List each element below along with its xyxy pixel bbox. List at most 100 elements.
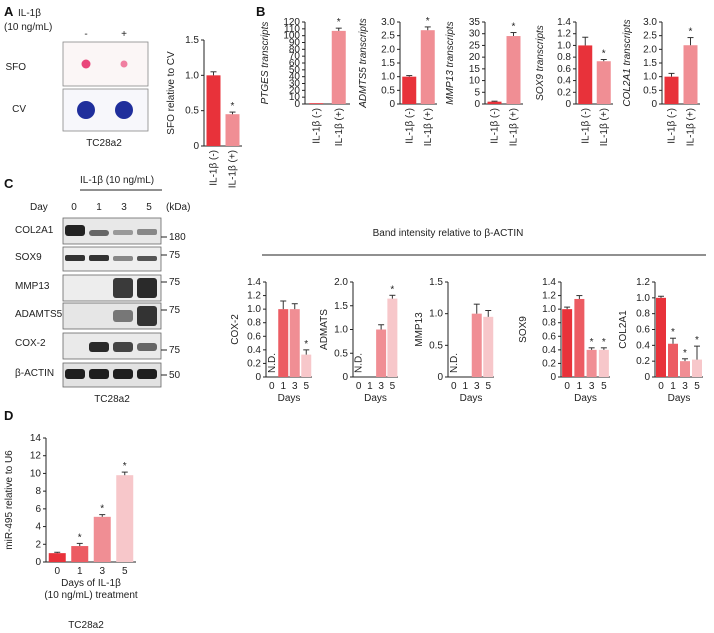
y-tick-label: 120 <box>283 17 300 28</box>
x-tick-label: 1 <box>367 381 373 392</box>
bar-d-mir495-1 <box>71 546 89 562</box>
y-tick-label: 1.0 <box>429 309 443 320</box>
x-axis-label: Days <box>574 393 597 404</box>
y-tick-label: 20 <box>289 85 301 96</box>
bar-c-admats-3 <box>387 298 398 377</box>
significance-star: * <box>512 22 516 33</box>
significance-star: * <box>689 27 693 38</box>
x-tick-label: 3 <box>589 381 595 392</box>
y-tick-label: 15 <box>469 64 481 75</box>
not-detected-label: N.D. <box>354 353 365 373</box>
y-tick-label: 1.0 <box>247 304 261 315</box>
y-tick-label: 0.8 <box>247 318 261 329</box>
y-axis-label: SOX9 transcripts <box>535 25 546 101</box>
chart-d-mir495: 0 2 4 6 8 10 12 14 miR-495 relative to U6 0 * 1 * 3 * 5… <box>4 433 138 601</box>
y-tick-label: 0.4 <box>247 345 261 356</box>
x-tick-label: 3 <box>378 381 384 392</box>
significance-star: * <box>231 101 235 112</box>
cv-spot-minus <box>77 101 95 119</box>
significance-star: * <box>671 327 675 338</box>
y-tick-label: 0.2 <box>247 358 261 369</box>
y-axis-label: COX-2 <box>230 314 241 345</box>
y-tick-label: 10 <box>469 76 481 87</box>
y-tick-label: 1.2 <box>247 291 261 302</box>
bar-c-col2a1-3 <box>692 359 702 377</box>
y-tick-label: 90 <box>289 38 301 49</box>
y-tick-label: 1.0 <box>185 70 199 81</box>
y-tick-label: 0.2 <box>542 358 556 369</box>
treatment-label: IL-1β <box>18 8 41 19</box>
y-tick-label: 12 <box>30 451 42 462</box>
blot-label-cox2: COX-2 <box>15 338 46 349</box>
c-kda-label: (kDa) <box>166 202 190 213</box>
bar-c-sox9-1 <box>574 298 585 377</box>
chart-b-sox9: 00.20.40.60.81.01.21.4 SOX9 transcripts IL… <box>535 17 613 146</box>
y-tick-label: 10 <box>30 468 42 479</box>
x-tick-label: 3 <box>292 381 298 392</box>
c-day-0: 0 <box>71 202 77 213</box>
y-tick-label: 0 <box>35 557 41 568</box>
blot-kda-mmp13: 75 <box>169 277 181 288</box>
y-tick-label: 0.5 <box>381 85 395 96</box>
y-tick-label: 0 <box>255 372 261 383</box>
bar-b-sox9-0 <box>578 45 593 104</box>
y-tick-label: 5 <box>474 87 480 98</box>
x-tick-label: IL-1β (+) <box>509 108 520 146</box>
bar-a-sfo-0 <box>206 75 221 146</box>
y-tick-label: 0.4 <box>636 340 650 351</box>
significance-star: * <box>390 284 394 295</box>
cv-row-label: CV <box>12 104 26 115</box>
y-tick-label: 2.0 <box>381 44 395 55</box>
bar-c-mmp13-3 <box>483 316 494 377</box>
bar-c-col2a1-1 <box>668 343 678 377</box>
x-tick-label: IL-1β (-) <box>209 150 220 186</box>
not-detected-label: N.D. <box>267 353 278 373</box>
cv-blot <box>62 88 149 132</box>
x-axis-label: Days <box>460 393 483 404</box>
y-tick-label: 80 <box>289 44 301 55</box>
x-tick-label: 0 <box>356 381 362 392</box>
x-tick-label: IL-1β (-) <box>311 108 322 144</box>
y-tick-label: 0 <box>437 372 443 383</box>
x-tick-label: 1 <box>77 566 83 577</box>
c-day-5: 5 <box>146 202 152 213</box>
treatment-dose: (10 ng/mL) <box>4 22 52 33</box>
x-tick-label: 5 <box>601 381 607 392</box>
y-axis-label: MMP13 <box>414 312 425 347</box>
y-tick-label: 1.5 <box>381 58 395 69</box>
significance-star: * <box>78 532 82 543</box>
x-tick-label: 1 <box>280 381 286 392</box>
x-tick-label: 5 <box>303 381 309 392</box>
panel-c-cell-line: TC28a2 <box>94 394 130 405</box>
y-tick-label: 1.0 <box>381 72 395 83</box>
significance-star: * <box>426 16 430 27</box>
x-tick-label: IL-1β (-) <box>667 108 678 144</box>
y-tick-label: 3.0 <box>381 17 395 28</box>
y-axis-label: miR-495 relative to U6 <box>4 450 15 550</box>
y-axis-label: ADMTS5 transcripts <box>358 18 369 108</box>
y-tick-label: 1.5 <box>643 58 657 69</box>
band-intensity-title: Band intensity relative to β-ACTIN <box>373 228 524 239</box>
panel-label-c: C <box>4 176 14 191</box>
panel-label-b: B <box>256 4 265 19</box>
y-tick-label: 1.5 <box>334 301 348 312</box>
panel-d-cell-line: TC28a2 <box>68 620 104 631</box>
x-tick-label: IL-1β (+) <box>599 108 610 146</box>
y-tick-label: 2.5 <box>381 31 395 42</box>
bar-c-col2a1-0 <box>656 297 666 377</box>
y-axis-label: PTGES transcripts <box>260 22 271 105</box>
y-tick-label: 0 <box>565 99 571 110</box>
y-tick-label: 2.5 <box>643 31 657 42</box>
y-tick-label: 2 <box>35 539 41 550</box>
x-tick-label: 5 <box>390 381 396 392</box>
bar-b-adamts5-0 <box>402 76 417 104</box>
y-tick-label: 1.4 <box>247 277 261 288</box>
x-axis-label-line2: (10 ng/mL) treatment <box>44 590 138 601</box>
x-tick-label: IL-1β (+) <box>423 108 434 146</box>
